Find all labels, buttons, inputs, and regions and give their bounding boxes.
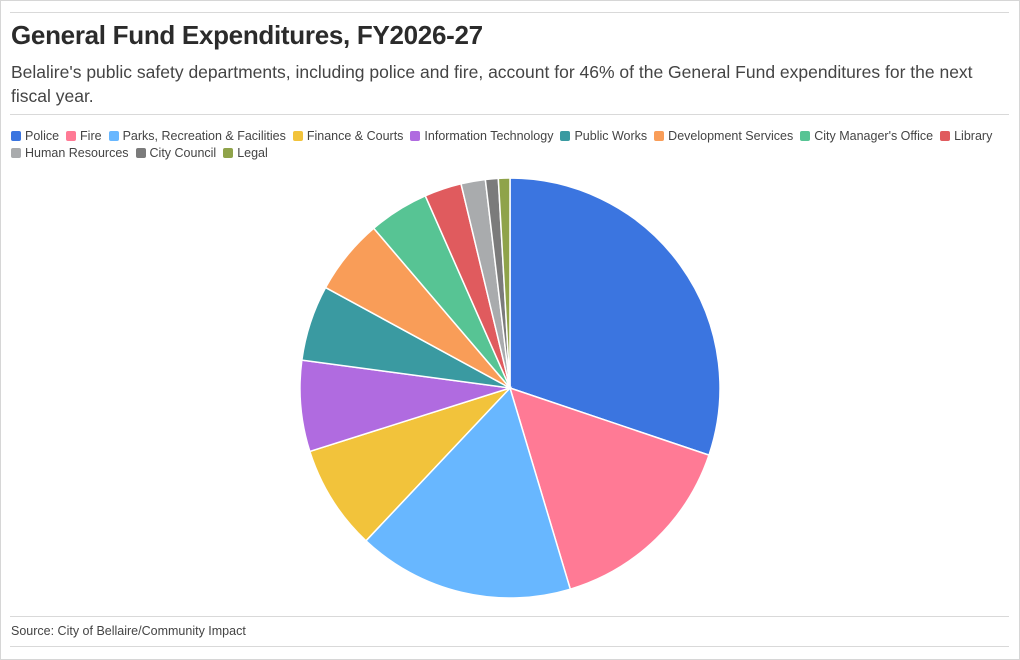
- legend-label: Library: [954, 129, 993, 143]
- top-rule: [10, 12, 1009, 13]
- legend-item[interactable]: Library: [940, 128, 992, 144]
- legend-swatch: [940, 131, 951, 141]
- legend-label: Legal: [237, 146, 268, 160]
- legend-item[interactable]: Development Services: [654, 128, 793, 144]
- legend-item[interactable]: Human Resources: [11, 145, 129, 161]
- bottom-rule: [10, 646, 1009, 647]
- chart-title: General Fund Expenditures, FY2026-27: [11, 20, 483, 50]
- pie-slice[interactable]: [497, 177, 511, 389]
- pie-slice[interactable]: [508, 386, 710, 591]
- legend-label: Finance & Courts: [306, 129, 404, 143]
- legend-item[interactable]: Fire: [66, 128, 102, 144]
- legend-swatch: [292, 131, 303, 141]
- legend-label: Public Works: [574, 129, 648, 143]
- legend-swatch: [560, 131, 571, 141]
- legend-item[interactable]: City Manager's Office: [800, 128, 933, 144]
- legend-swatch: [654, 131, 665, 141]
- legend-label: Police: [25, 129, 60, 143]
- legend-swatch: [66, 131, 77, 141]
- legend-item[interactable]: City Council: [135, 145, 217, 161]
- legend-swatch: [800, 131, 811, 141]
- pie-slice[interactable]: [308, 386, 513, 542]
- legend-swatch: [11, 131, 21, 141]
- legend-item[interactable]: Legal: [223, 145, 268, 161]
- legend-swatch: [223, 148, 234, 158]
- legend-item[interactable]: Police: [11, 128, 59, 144]
- legend-label: City Council: [149, 146, 217, 160]
- pie-chart: [299, 177, 721, 599]
- legend-label: Human Resources: [25, 146, 129, 160]
- legend-label: Parks, Recreation & Facilities: [122, 129, 286, 143]
- legend-label: Fire: [80, 129, 102, 143]
- pie-slice[interactable]: [509, 177, 721, 457]
- legend-label: Information Technology: [424, 129, 554, 143]
- chart-subtitle: Belalire's public safety departments, in…: [11, 62, 973, 106]
- legend-swatch: [108, 131, 119, 141]
- legend-item[interactable]: Finance & Courts: [292, 128, 404, 144]
- legend: Police Fire Parks, Recreation & Facilities…: [11, 128, 1006, 161]
- legend-item[interactable]: Parks, Recreation & Facilities: [108, 128, 286, 144]
- pie-slice[interactable]: [364, 386, 572, 599]
- legend-swatch: [11, 148, 21, 158]
- legend-label: City Manager's Office: [814, 129, 934, 143]
- header-rule: [10, 114, 1009, 115]
- source-note: Source: City of Bellaire/Community Impac…: [11, 624, 246, 638]
- legend-item[interactable]: Information Technology: [410, 128, 553, 144]
- legend-item[interactable]: Public Works: [560, 128, 647, 144]
- legend-swatch: [410, 131, 421, 141]
- legend-swatch: [135, 148, 146, 158]
- legend-label: Development Services: [668, 129, 794, 143]
- footer-rule: [10, 616, 1009, 617]
